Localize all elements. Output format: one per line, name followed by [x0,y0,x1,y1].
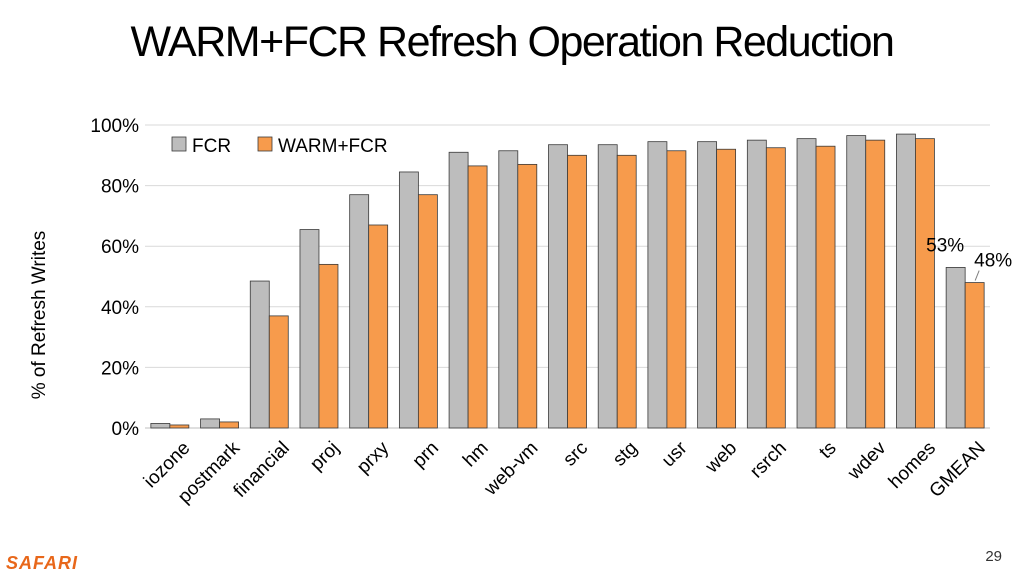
x-category-label: ts [815,438,840,463]
bar-warm-fcr-web [716,148,737,429]
x-category-label: wdev [843,437,890,484]
y-tick-label: 0% [112,419,140,440]
legend-label-fcr: FCR [192,136,231,157]
bar-fcr-ts [796,138,817,429]
bar-warm-fcr-usr [666,150,687,429]
bar-warm-fcr-iozone [169,424,190,429]
bar-fcr-homes [896,133,916,429]
bar-fcr-wdev [846,135,867,429]
bar-warm-fcr-src [567,154,587,429]
bar-warm-fcr-hm [467,165,488,429]
safari-logo: SAFARI [6,553,79,573]
data-label-gmean-warm-fcr: 48% [974,251,1012,272]
bar-warm-fcr-wdev [865,139,886,429]
bar-fcr-stg [597,144,618,429]
bar-fcr-web [697,141,718,429]
bar-warm-fcr-rsrch [765,147,786,429]
legend-swatch-warm-fcr [257,136,273,152]
bar-warm-fcr-prn [417,194,438,429]
bar-fcr-hm [448,151,469,429]
x-category-label: hm [459,438,493,472]
legend: FCR WARM+FCR [171,136,388,157]
x-category-label: web [701,438,741,478]
bar-warm-fcr-stg [616,154,637,429]
bar-fcr-src [548,144,568,429]
bar-fcr-proj [299,229,320,429]
bar-warm-fcr-postmark [219,421,239,429]
bar-fcr-postmark [200,418,220,429]
page-number: 29 [985,548,1002,565]
y-axis-title: % of Refresh Writes [29,231,50,400]
bar-warm-fcr-ts [815,145,836,429]
bar-warm-fcr-gmean [964,282,985,429]
bar-warm-fcr-web-vm [517,163,538,429]
y-tick-label: 100% [90,116,139,137]
x-category-label: financial [230,438,294,502]
bar-fcr-prn [398,171,419,429]
data-label-gmean-fcr: 53% [926,235,964,256]
bar-warm-fcr-homes [915,138,935,429]
x-category-label: GMEAN [926,438,990,502]
y-axis-ticks: 0% 20% 40% 60% 80% 100% [90,116,139,440]
bar-warm-fcr-financial [268,315,289,429]
bar-fcr-gmean [945,267,966,429]
data-label-leader-line [974,270,980,281]
x-category-label: usr [658,437,692,471]
x-category-label: proj [306,438,343,475]
bar-fcr-rsrch [746,139,767,429]
bar-fcr-usr [647,141,668,429]
bar-warm-fcr-prxy [368,224,389,429]
slide-title: WARM+FCR Refresh Operation Reduction [130,18,895,66]
bar-fcr-iozone [150,423,171,429]
x-category-label: rsrch [746,438,791,483]
y-tick-label: 80% [101,177,139,198]
bar-fcr-financial [249,280,270,429]
bar-warm-fcr-proj [318,263,339,429]
bars [150,133,985,429]
x-category-label: prn [409,438,443,472]
x-category-label: web-vm [480,438,543,501]
legend-label-warm-fcr: WARM+FCR [278,136,388,157]
y-tick-label: 20% [101,358,139,379]
x-category-label: stg [609,438,642,471]
legend-swatch-fcr [171,136,187,152]
bar-fcr-web-vm [498,150,519,429]
x-category-label: src [559,438,592,471]
x-category-label: prxy [353,437,394,478]
y-tick-label: 60% [101,237,139,258]
bar-fcr-prxy [349,194,370,429]
y-tick-label: 40% [101,298,139,319]
